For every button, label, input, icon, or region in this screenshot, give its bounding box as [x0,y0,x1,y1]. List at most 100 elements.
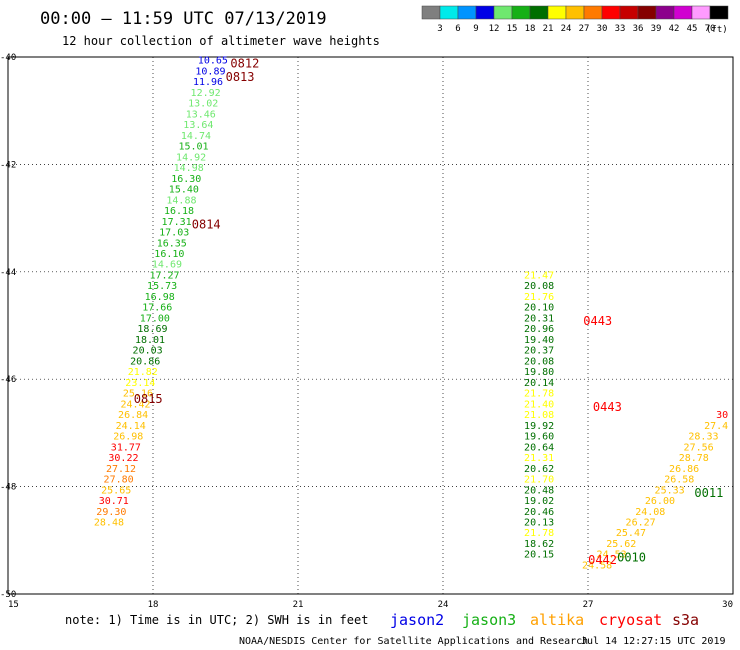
time-label: 0814 [192,217,221,231]
time-label: 0815 [134,392,163,406]
swh-value: 21.40 [524,399,554,410]
legend-label: 33 [615,24,626,34]
satellite-key: jason2 jason3 altika cryosat s3a [390,611,699,629]
swh-value: 21.78 [524,389,554,400]
legend-label: 27 [579,24,590,34]
legend-label: 39 [651,24,662,34]
swh-value: 24.08 [635,507,665,518]
time-label: 0010 [617,550,646,564]
chart-subtitle: 12 hour collection of altimeter wave hei… [62,34,380,48]
legend-swatch [547,5,567,20]
legend-label: 18 [525,24,536,34]
swh-value: 30 [716,410,728,421]
legend-swatch [601,5,621,20]
swh-value: 25.47 [616,528,646,539]
footer-timestamp: Jul 14 12:27:15 UTC 2019 [581,636,726,647]
swh-value: 25.33 [655,485,685,496]
legend-swatch [421,5,441,20]
swh-value: 20.08 [524,281,554,292]
swh-value: 20.10 [524,303,554,314]
y-tick-label: -48 [0,483,16,493]
swh-value: 17.03 [159,228,189,239]
legend-swatch [565,5,585,20]
swh-value: 20.62 [524,464,554,475]
data-points: 10.6510.8911.9612.9213.0213.4613.6414.74… [94,56,728,572]
swh-value: 20.08 [524,356,554,367]
swh-value: 29.30 [96,507,126,518]
axis-ticks: 15 18 21 24 27 30 -40 -42 -44 -46 -48 -50 [0,53,733,610]
swh-value: 24.42 [120,399,150,410]
swh-value: 16.35 [157,238,187,249]
swh-value: 30.71 [99,496,129,507]
x-tick-label: 15 [8,600,19,610]
legend-swatch [583,5,603,20]
swh-value: 19.80 [524,367,554,378]
swh-value: 11.96 [193,77,223,88]
time-label: 0442 [588,553,617,567]
swh-value: 16.10 [154,249,184,260]
legend-swatch [619,5,639,20]
swh-value: 17.27 [149,270,179,281]
swh-value: 26.84 [118,410,148,421]
color-legend: 3 6 9 12 15 18 21 24 27 30 33 36 39 42 45 70 [421,5,729,34]
swh-value: 15.40 [169,185,199,196]
swh-value: 20.15 [524,550,554,561]
swh-value: 12.92 [191,88,221,99]
swh-value: 14.69 [152,260,182,271]
swh-value: 18.01 [135,335,165,346]
legend-swatch [529,5,549,20]
y-tick-label: -44 [0,268,16,278]
satellite-name: jason3 [462,611,516,629]
legend-label: 42 [669,24,680,34]
satellite-name: altika [530,611,584,629]
swh-value: 21.47 [524,270,554,281]
legend-swatch [457,5,477,20]
swh-value: 20.37 [524,346,554,357]
swh-value: 21.78 [524,528,554,539]
satellite-name: s3a [672,611,699,629]
swh-value: 13.64 [183,120,213,131]
swh-value: 19.40 [524,335,554,346]
swh-value: 15.01 [178,142,208,153]
swh-value: 27.4 [704,421,728,432]
swh-value: 16.18 [164,206,194,217]
swh-value: 20.96 [524,324,554,335]
swh-value: 28.48 [94,518,124,529]
swh-value: 21.82 [128,367,158,378]
swh-value: 24.58 [582,560,612,571]
legend-swatch [493,5,513,20]
legend-label: 3 [437,24,442,34]
swh-value: 27.56 [684,442,714,453]
swh-value: 24.14 [116,421,146,432]
legend-swatch [673,5,693,20]
swh-value: 20.86 [130,356,160,367]
satellite-name: jason2 [390,611,444,629]
time-label: 0812 [230,56,259,70]
swh-value: 27.12 [106,464,136,475]
swh-value: 20.03 [133,346,163,357]
swh-value: 26.98 [113,432,143,443]
swh-value: 15.73 [147,281,177,292]
time-label: 0443 [593,400,622,414]
swh-value: 20.31 [524,313,554,324]
swh-value: 20.46 [524,507,554,518]
chart-title: 00:00 — 11:59 UTC 07/13/2019 [40,9,327,29]
swh-value: 28.78 [679,453,709,464]
swh-value: 13.46 [186,109,216,120]
x-tick-label: 24 [438,600,449,610]
swh-value: 26.86 [669,464,699,475]
swh-value: 14.88 [166,195,196,206]
time-label: 0813 [226,70,255,84]
swh-value: 18.69 [137,324,167,335]
y-tick-label: -40 [0,53,16,63]
swh-value: 16.98 [145,292,175,303]
swh-value: 20.13 [524,518,554,529]
swh-value: 21.31 [524,453,554,464]
plot-grid [7,56,734,595]
legend-swatch [691,5,711,20]
swh-value: 19.92 [524,421,554,432]
legend-label: 6 [455,24,460,34]
legend-unit: (ft) [706,25,728,35]
